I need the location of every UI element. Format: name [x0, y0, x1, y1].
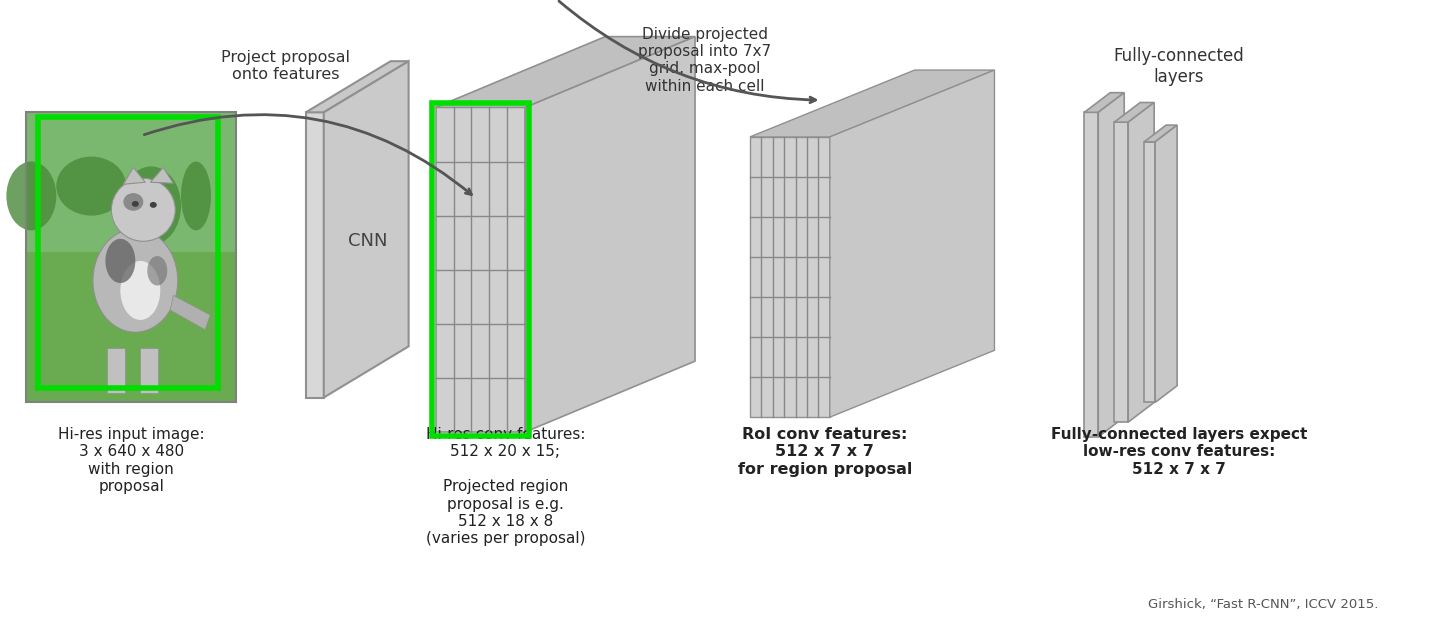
Polygon shape [1085, 93, 1125, 112]
Polygon shape [305, 61, 408, 112]
Polygon shape [123, 168, 145, 184]
Polygon shape [1085, 112, 1098, 437]
Ellipse shape [6, 161, 56, 231]
Text: Fully-connected layers expect
low-res conv features:
512 x 7 x 7: Fully-connected layers expect low-res co… [1050, 427, 1307, 477]
Bar [140, 348, 158, 392]
Ellipse shape [120, 261, 160, 320]
Bar [26, 112, 236, 403]
Polygon shape [1144, 125, 1176, 142]
Bar [431, 103, 529, 436]
Polygon shape [1098, 93, 1125, 437]
Polygon shape [1115, 122, 1128, 422]
Ellipse shape [123, 193, 143, 211]
Polygon shape [26, 112, 236, 251]
Text: RoI conv features:
512 x 7 x 7
for region proposal: RoI conv features: 512 x 7 x 7 for regio… [738, 427, 911, 477]
Text: Girshick, “Fast R-CNN”, ICCV 2015.: Girshick, “Fast R-CNN”, ICCV 2015. [1148, 598, 1379, 611]
Bar [39, 117, 218, 387]
Ellipse shape [122, 166, 181, 245]
Polygon shape [1144, 142, 1155, 403]
Polygon shape [526, 37, 695, 432]
Ellipse shape [106, 239, 135, 283]
Ellipse shape [150, 202, 156, 208]
Polygon shape [150, 168, 173, 183]
Polygon shape [749, 70, 995, 137]
Polygon shape [1128, 103, 1154, 422]
Polygon shape [171, 295, 211, 329]
Text: Hi-res input image:
3 x 640 x 480
with region
proposal: Hi-res input image: 3 x 640 x 480 with r… [57, 427, 205, 494]
Polygon shape [324, 61, 408, 398]
Text: Hi-res conv features:
512 x 20 x 15;

Projected region
proposal is e.g.
512 x 18: Hi-res conv features: 512 x 20 x 15; Pro… [426, 427, 585, 546]
Ellipse shape [148, 256, 168, 285]
Polygon shape [749, 137, 830, 417]
Polygon shape [436, 37, 695, 108]
Polygon shape [305, 112, 324, 398]
Text: CNN: CNN [348, 232, 387, 250]
Polygon shape [26, 251, 236, 403]
Polygon shape [830, 70, 995, 417]
Text: Divide projected
proposal into 7x7
grid, max-pool
within each cell: Divide projected proposal into 7x7 grid,… [639, 26, 771, 94]
Ellipse shape [132, 201, 139, 207]
Ellipse shape [56, 157, 126, 215]
Circle shape [112, 178, 175, 241]
Text: Fully-connected
layers: Fully-connected layers [1113, 47, 1244, 86]
Polygon shape [1115, 103, 1154, 122]
Ellipse shape [181, 161, 211, 231]
Ellipse shape [93, 229, 178, 332]
Polygon shape [1155, 125, 1176, 403]
Bar [107, 348, 125, 392]
Polygon shape [436, 108, 526, 432]
Text: Project proposal
onto features: Project proposal onto features [221, 50, 350, 83]
